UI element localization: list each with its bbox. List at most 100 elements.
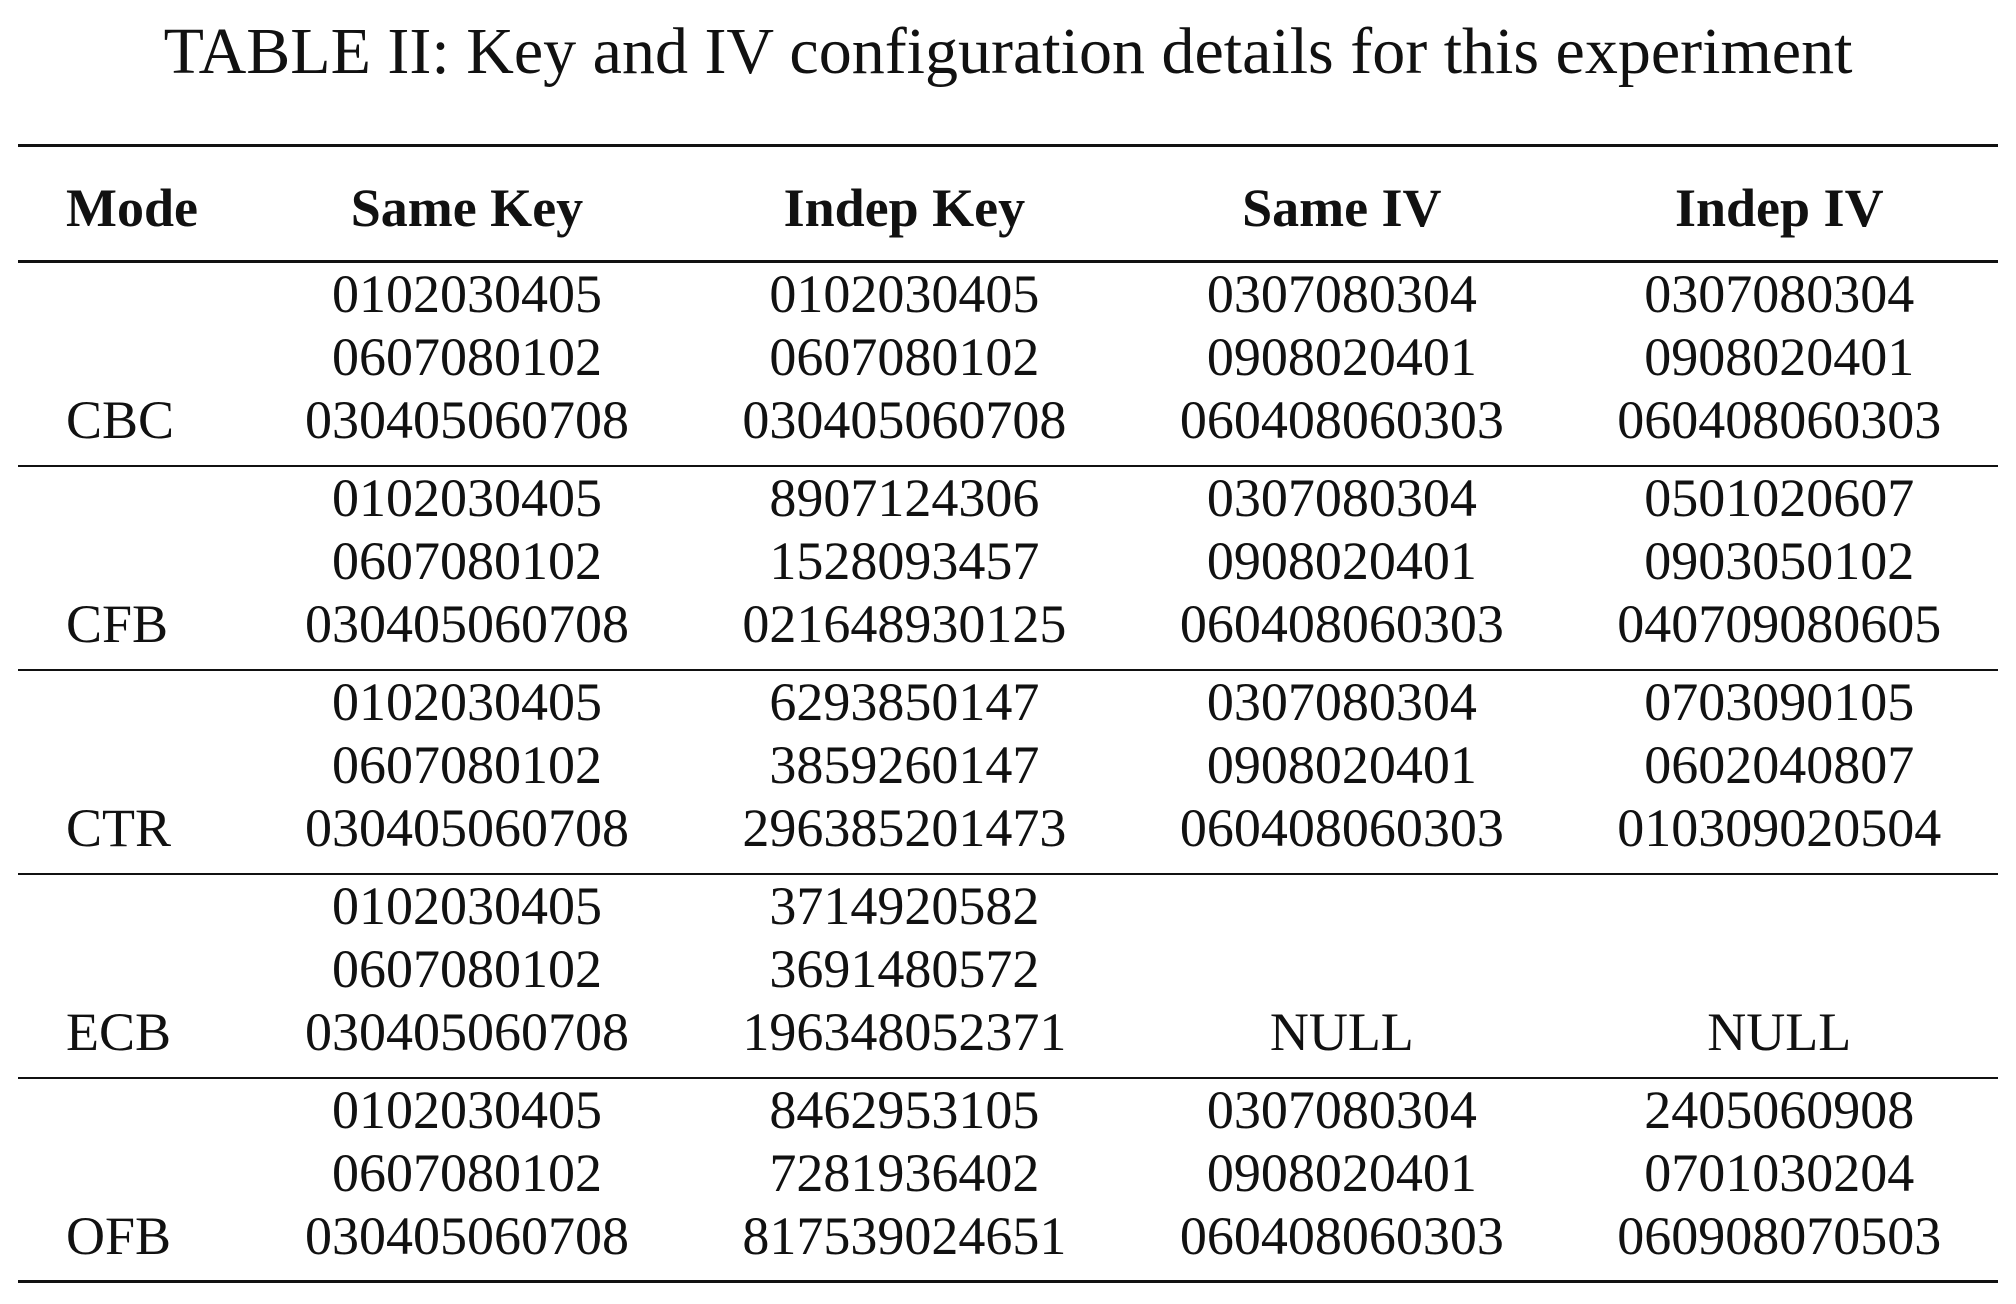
indep-key-value: 8462953105 — [769, 1079, 1040, 1140]
same-iv-value: 0307080304 — [1206, 264, 1477, 324]
same-iv-value: 0307080304 — [1206, 671, 1477, 732]
indep-iv-cell: NULL — [1561, 874, 1998, 1078]
same-key-value: 0102030405 — [331, 467, 602, 528]
table-row: ECB 0102030405 0607080102 030405060708 37149… — [18, 874, 1998, 1078]
indep-key-value: 6293850147 — [769, 671, 1040, 732]
same-iv-value: 0908020401 — [1206, 530, 1477, 591]
indep-key-value: 196348052371 — [742, 1001, 1067, 1062]
same-key-cell: 0102030405 0607080102 030405060708 — [248, 1078, 685, 1282]
table-row: CBC 0102030405 0607080102 030405060708 01020… — [18, 262, 1998, 466]
indep-iv-value — [1773, 938, 1787, 1001]
same-key-cell: 0102030405 0607080102 030405060708 — [248, 262, 685, 466]
same-iv-value: 0307080304 — [1206, 467, 1477, 528]
same-key-value: 030405060708 — [304, 390, 629, 450]
indep-iv-value: 0307080304 — [1644, 264, 1915, 324]
same-iv-cell: 0307080304 0908020401 060408060303 — [1123, 262, 1560, 466]
same-key-value: 030405060708 — [304, 1205, 629, 1266]
header-same-key: Same Key — [350, 177, 584, 238]
mode-cell: OFB — [18, 1078, 248, 1282]
indep-key-value: 021648930125 — [742, 593, 1067, 654]
same-key-cell: 0102030405 0607080102 030405060708 — [248, 874, 685, 1078]
indep-iv-value: 060908070503 — [1617, 1205, 1942, 1266]
indep-key-value: 030405060708 — [742, 390, 1067, 450]
same-key-value: 0607080102 — [331, 530, 602, 591]
same-key-value: 0607080102 — [331, 734, 602, 795]
same-iv-value — [1335, 938, 1349, 1001]
indep-iv-value: 0903050102 — [1644, 530, 1915, 591]
indep-iv-value: 060408060303 — [1617, 390, 1942, 450]
indep-iv-cell: 0501020607 0903050102 040709080605 — [1561, 466, 1998, 670]
mode-label: CTR — [66, 797, 172, 858]
mode-label: CFB — [66, 593, 169, 654]
same-iv-value: 060408060303 — [1179, 593, 1504, 654]
indep-key-value: 7281936402 — [769, 1142, 1040, 1203]
indep-iv-cell: 0703090105 0602040807 010309020504 — [1561, 670, 1998, 874]
indep-key-cell: 8462953105 7281936402 817539024651 — [686, 1078, 1123, 1282]
mode-cell: CBC — [18, 262, 248, 466]
same-key-value: 0102030405 — [331, 671, 602, 732]
indep-key-value: 3859260147 — [769, 734, 1040, 795]
mode-cell: CTR — [18, 670, 248, 874]
indep-key-value: 0607080102 — [769, 327, 1040, 387]
indep-key-value: 8907124306 — [769, 467, 1040, 528]
same-iv-cell: 0307080304 0908020401 060408060303 — [1123, 1078, 1560, 1282]
indep-iv-cell: 0307080304 0908020401 060408060303 — [1561, 262, 1998, 466]
same-iv-cell: 0307080304 0908020401 060408060303 — [1123, 466, 1560, 670]
table-row: OFB 0102030405 0607080102 030405060708 84629… — [18, 1078, 1998, 1282]
same-iv-value: NULL — [1269, 1001, 1414, 1062]
same-key-value: 030405060708 — [304, 1001, 629, 1062]
mode-label: CBC — [66, 390, 175, 450]
indep-iv-value: 0602040807 — [1644, 734, 1915, 795]
indep-iv-value: NULL — [1707, 1001, 1852, 1062]
table-caption: TABLE II: Key and IV configuration detai… — [163, 15, 1853, 88]
mode-label: ECB — [66, 1001, 172, 1062]
indep-key-cell: 3714920582 3691480572 196348052371 — [686, 874, 1123, 1078]
same-iv-cell: 0307080304 0908020401 060408060303 — [1123, 670, 1560, 874]
key-iv-config-table: Mode Same Key Indep Key Same IV Indep IV… — [18, 144, 1998, 1283]
indep-key-value: 296385201473 — [742, 797, 1067, 858]
mode-label: OFB — [66, 1205, 172, 1266]
same-iv-value: 0307080304 — [1206, 1079, 1477, 1140]
mode-cell: ECB — [18, 874, 248, 1078]
same-key-cell: 0102030405 0607080102 030405060708 — [248, 466, 685, 670]
same-iv-value — [1335, 875, 1349, 938]
same-iv-value: 060408060303 — [1179, 390, 1504, 450]
header-indep-key: Indep Key — [783, 177, 1026, 238]
same-key-value: 0102030405 — [331, 264, 602, 324]
indep-key-value: 3714920582 — [769, 875, 1040, 936]
same-iv-value: 0908020401 — [1206, 1142, 1477, 1203]
same-key-value: 030405060708 — [304, 593, 629, 654]
indep-key-value: 0102030405 — [769, 264, 1040, 324]
same-key-value: 0102030405 — [331, 1079, 602, 1140]
table-row: CTR 0102030405 0607080102 030405060708 62938… — [18, 670, 1998, 874]
same-iv-value: 0908020401 — [1206, 734, 1477, 795]
indep-iv-value: 0703090105 — [1644, 671, 1915, 732]
same-iv-value: 060408060303 — [1179, 1205, 1504, 1266]
indep-key-cell: 8907124306 1528093457 021648930125 — [686, 466, 1123, 670]
indep-iv-value: 0501020607 — [1644, 467, 1915, 528]
same-key-value: 0102030405 — [331, 875, 602, 936]
same-key-cell: 0102030405 0607080102 030405060708 — [248, 670, 685, 874]
table-row: CFB 0102030405 0607080102 030405060708 89071… — [18, 466, 1998, 670]
same-key-value: 0607080102 — [331, 327, 602, 387]
header-mode: Mode — [66, 177, 198, 238]
indep-iv-value: 010309020504 — [1617, 797, 1942, 858]
indep-key-cell: 0102030405 0607080102 030405060708 — [686, 262, 1123, 466]
indep-key-cell: 6293850147 3859260147 296385201473 — [686, 670, 1123, 874]
same-key-value: 030405060708 — [304, 797, 629, 858]
indep-iv-cell: 2405060908 0701030204 060908070503 — [1561, 1078, 1998, 1282]
indep-key-value: 3691480572 — [769, 938, 1040, 999]
table-header-row: Mode Same Key Indep Key Same IV Indep IV — [18, 145, 1998, 262]
header-indep-iv: Indep IV — [1674, 177, 1884, 238]
same-iv-cell: NULL — [1123, 874, 1560, 1078]
mode-cell: CFB — [18, 466, 248, 670]
table-body: CBC 0102030405 0607080102 030405060708 01020… — [18, 262, 1998, 1282]
config-table-container: Mode Same Key Indep Key Same IV Indep IV… — [18, 144, 1998, 1283]
indep-iv-value: 040709080605 — [1617, 593, 1942, 654]
indep-iv-value: 0701030204 — [1644, 1142, 1915, 1203]
same-iv-value: 060408060303 — [1179, 797, 1504, 858]
indep-iv-value — [1773, 875, 1787, 938]
same-key-value: 0607080102 — [331, 938, 602, 999]
indep-iv-value: 0908020401 — [1644, 327, 1915, 387]
same-key-value: 0607080102 — [331, 1142, 602, 1203]
